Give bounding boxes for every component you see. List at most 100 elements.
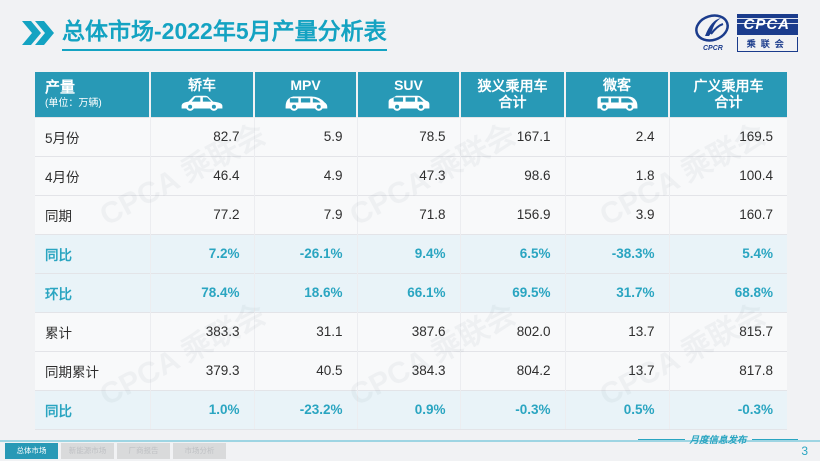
row-label: 环比 xyxy=(35,272,150,312)
cpca-logo-subtext: 乘联会 xyxy=(737,37,798,52)
column-header-suv: SUV xyxy=(356,72,460,117)
table-cell: 379.3 xyxy=(149,350,254,390)
table-cell: 47.3 xyxy=(356,155,460,195)
cpca-emblem-icon: CPCR xyxy=(691,12,733,54)
table-row: 同期 77.2 7.9 71.8 156.9 3.9 160.7 xyxy=(35,194,787,234)
table-cell: 7.2% xyxy=(149,233,254,273)
column-label-line2: 合计 xyxy=(498,94,527,111)
bottom-divider xyxy=(0,440,820,442)
footer-dash-right xyxy=(751,438,799,440)
table-cell: -26.1% xyxy=(253,233,357,273)
table-cell: 5.4% xyxy=(668,233,787,273)
table-cell: 68.8% xyxy=(668,272,787,312)
table-row: 同期累计 379.3 40.5 384.3 804.2 13.7 817.8 xyxy=(35,350,787,390)
table-cell: 804.2 xyxy=(459,350,565,390)
table-cell: 387.6 xyxy=(356,311,460,351)
column-label-line2: 合计 xyxy=(714,94,743,111)
table-row-yoy: 同比 7.2% -26.1% 9.4% 6.5% -38.3% 5.4% xyxy=(35,233,787,273)
table-cell: 169.5 xyxy=(668,116,787,156)
table-cell: 13.7 xyxy=(564,311,669,351)
page-number: 3 xyxy=(801,444,808,458)
table-cell: 156.9 xyxy=(459,194,565,234)
table-cell: 167.1 xyxy=(459,116,565,156)
table-cell: 66.1% xyxy=(356,272,460,312)
sedan-icon xyxy=(181,95,223,112)
row-label: 同期 xyxy=(35,194,150,234)
page-title-rest: -2022年5月产量分析表 xyxy=(154,18,387,44)
table-cell: -23.2% xyxy=(253,389,357,430)
table-cell: 817.8 xyxy=(668,350,787,390)
row-label: 同期累计 xyxy=(35,350,150,390)
table-cell: 78.5 xyxy=(356,116,460,156)
tab-market-analysis[interactable]: 市场分析 xyxy=(173,443,226,459)
table-row: 累计 383.3 31.1 387.6 802.0 13.7 815.7 xyxy=(35,311,787,351)
column-label: MPV xyxy=(290,77,321,94)
tab-oem-report[interactable]: 厂商报告 xyxy=(117,443,170,459)
column-header-mpv: MPV xyxy=(253,72,357,117)
table-header-row: 产量 (单位：万辆) 轿车 MPV xyxy=(35,72,787,117)
table-row-mom: 环比 78.4% 18.6% 66.1% 69.5% 31.7% 68.8% xyxy=(35,272,787,312)
column-header-broad-pv-total: 广义乘用车 合计 xyxy=(668,72,787,117)
table-cell: 31.1 xyxy=(253,311,357,351)
table-cell: 31.7% xyxy=(564,272,669,312)
table-cell: -0.3% xyxy=(459,389,565,430)
table-cell: 69.5% xyxy=(459,272,565,312)
table-cell: 4.9 xyxy=(253,155,357,195)
table-cell: 77.2 xyxy=(149,194,254,234)
footer-note-text: 月度信息发布 xyxy=(689,435,747,446)
table-cell: 13.7 xyxy=(564,350,669,390)
column-label: SUV xyxy=(394,77,423,94)
table-cell: 71.8 xyxy=(356,194,460,234)
table-cell: 5.9 xyxy=(253,116,357,156)
column-label: 轿车 xyxy=(188,77,216,94)
svg-text:CPCR: CPCR xyxy=(703,45,723,52)
table-cell: 3.9 xyxy=(564,194,669,234)
column-label: 广义乘用车 xyxy=(693,78,764,95)
table-cell: 82.7 xyxy=(149,116,254,156)
double-chevron-icon xyxy=(22,21,54,45)
header-title: 产量 xyxy=(45,78,76,96)
page-title: 总体市场-2022年5月产量分析表 xyxy=(62,18,387,51)
section-tab-bar: 总体市场 新能源市场 厂商报告 市场分析 xyxy=(5,443,226,459)
table-cell: 1.8 xyxy=(564,155,669,195)
column-label: 微客 xyxy=(603,77,631,94)
footer-note: 月度信息发布 xyxy=(638,432,799,446)
table-cell: 2.4 xyxy=(564,116,669,156)
footer-dash-left xyxy=(638,438,685,440)
table-cell: 46.4 xyxy=(149,155,254,195)
cpca-logo-text: CPCA xyxy=(737,14,798,35)
table-cell: 1.0% xyxy=(149,389,254,430)
suv-icon xyxy=(388,95,429,112)
table-cell: 6.5% xyxy=(459,233,565,273)
tab-nev-market[interactable]: 新能源市场 xyxy=(61,443,114,459)
table-row-yoy-cumulative: 同比 1.0% -23.2% 0.9% -0.3% 0.5% -0.3% xyxy=(35,389,787,430)
page-header: 总体市场-2022年5月产量分析表 xyxy=(22,18,387,51)
table-cell: 384.3 xyxy=(356,350,460,390)
column-header-microvan: 微客 xyxy=(564,72,669,117)
table-cell: 0.5% xyxy=(564,389,669,430)
mpv-icon xyxy=(285,96,327,112)
table-cell: 40.5 xyxy=(253,350,357,390)
page-title-main: 总体市场 xyxy=(62,18,154,44)
row-label: 同比 xyxy=(35,233,150,273)
row-label: 累计 xyxy=(35,311,150,351)
column-label: 狭义乘用车 xyxy=(477,78,548,95)
production-analysis-table: 产量 (单位：万辆) 轿车 MPV xyxy=(35,72,787,430)
tab-overall-market[interactable]: 总体市场 xyxy=(5,443,58,459)
row-label: 同比 xyxy=(35,389,150,430)
table-cell: 815.7 xyxy=(668,311,787,351)
table-cell: 383.3 xyxy=(149,311,254,351)
table-cell: -0.3% xyxy=(668,389,787,430)
column-header-production: 产量 (单位：万辆) xyxy=(35,72,150,117)
table-row: 5月份 82.7 5.9 78.5 167.1 2.4 169.5 xyxy=(35,116,787,156)
row-label: 5月份 xyxy=(35,116,150,156)
table-cell: 802.0 xyxy=(459,311,565,351)
table-cell: 160.7 xyxy=(668,194,787,234)
table-cell: 0.9% xyxy=(356,389,460,430)
table-cell: 98.6 xyxy=(459,155,565,195)
table-cell: 9.4% xyxy=(356,233,460,273)
table-cell: 78.4% xyxy=(149,272,254,312)
table-cell: 18.6% xyxy=(253,272,357,312)
microvan-icon xyxy=(597,96,638,112)
column-header-sedan: 轿车 xyxy=(149,72,254,117)
